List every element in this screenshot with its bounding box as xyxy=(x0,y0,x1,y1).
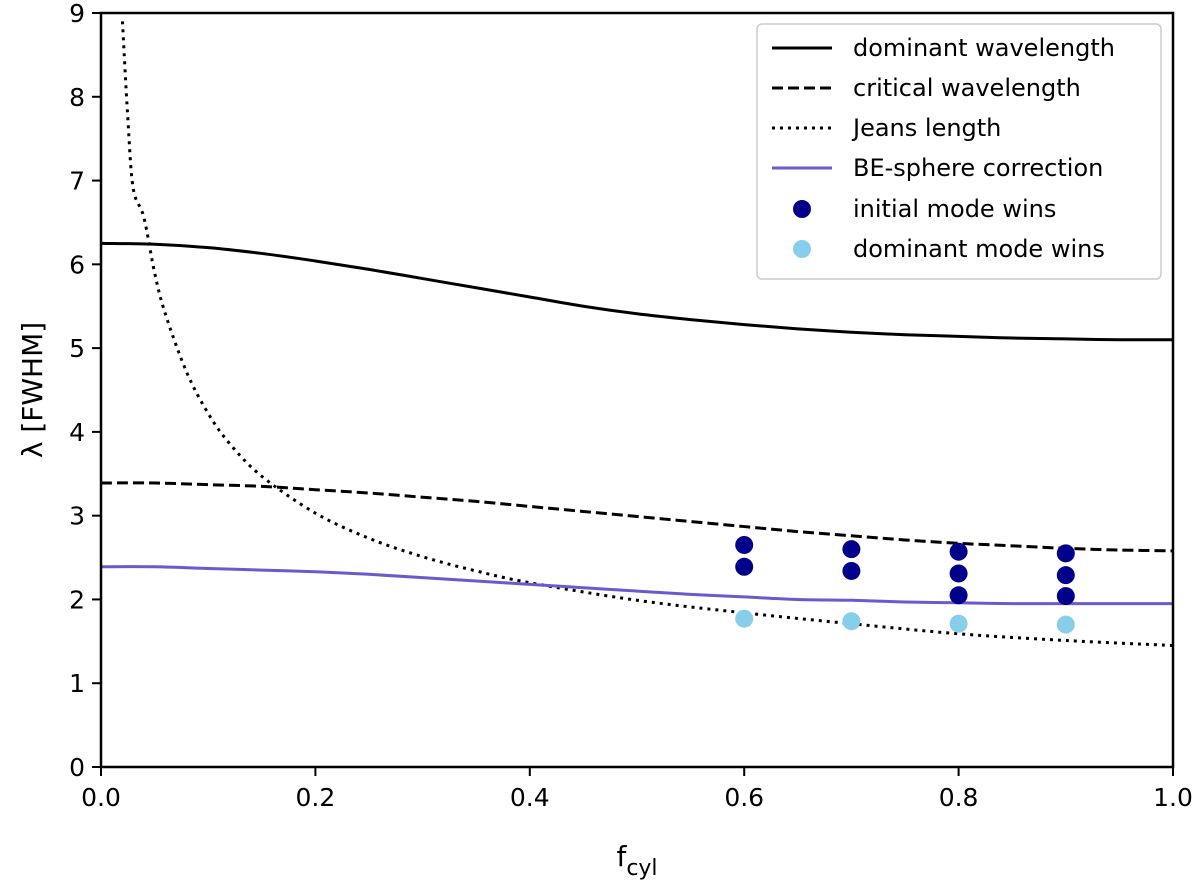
x-axis-ticks: 0.0 0.2 0.4 0.6 0.8 1.0 xyxy=(81,767,1193,812)
series-line-critical-wavelength xyxy=(101,481,1173,553)
legend-marker-dominant-mode-wins xyxy=(793,240,811,258)
x-tick-label: 0.8 xyxy=(939,783,979,812)
scatter-point-initial-mode-wins xyxy=(842,540,861,559)
scatter-point-initial-mode-wins xyxy=(1056,544,1075,563)
scatter-point-initial-mode-wins xyxy=(949,564,968,583)
scatter-point-initial-mode-wins xyxy=(949,542,968,561)
legend-label-dominant-mode-wins: dominant mode wins xyxy=(853,235,1105,263)
scatter-point-initial-mode-wins xyxy=(842,561,861,580)
scatter-point-initial-mode-wins xyxy=(1056,587,1075,606)
legend-marker-initial-mode-wins xyxy=(793,200,811,218)
y-tick-label: 5 xyxy=(69,334,85,363)
x-axis-label-subscript: cyl xyxy=(626,856,657,881)
y-tick-label: 6 xyxy=(69,250,85,279)
x-tick-label: 0.2 xyxy=(296,783,336,812)
scatter-point-initial-mode-wins xyxy=(1056,566,1075,585)
y-tick-label: 1 xyxy=(69,669,85,698)
legend-label-be-sphere-correction: BE-sphere correction xyxy=(853,154,1103,182)
y-tick-label: 8 xyxy=(69,83,85,112)
x-axis-label-main: f xyxy=(616,840,627,873)
y-tick-label: 3 xyxy=(69,502,85,531)
legend: dominant wavelength critical wavelength … xyxy=(756,23,1162,280)
legend-label-jeans-length: Jeans length xyxy=(851,114,1001,142)
x-tick-label: 0.6 xyxy=(724,783,764,812)
legend-box xyxy=(756,23,1162,280)
y-axis-label: λ [FWHM] xyxy=(16,322,49,458)
x-tick-label: 1.0 xyxy=(1153,783,1193,812)
scatter-point-dominant-mode-wins xyxy=(735,609,754,628)
series-layer xyxy=(101,21,1173,648)
legend-label-dominant-wavelength: dominant wavelength xyxy=(853,34,1115,62)
series-line-jeans-length xyxy=(120,21,1173,648)
y-tick-label: 9 xyxy=(69,0,85,28)
scatter-point-dominant-mode-wins xyxy=(842,612,861,631)
scatter-point-initial-mode-wins xyxy=(735,557,754,576)
scatter-point-initial-mode-wins xyxy=(735,535,754,554)
scatter-point-initial-mode-wins xyxy=(949,586,968,605)
y-tick-label: 7 xyxy=(69,167,85,196)
series-line-be-sphere-correction xyxy=(101,565,1173,606)
legend-label-critical-wavelength: critical wavelength xyxy=(853,74,1081,102)
scatter-point-dominant-mode-wins xyxy=(949,614,968,633)
x-axis-label: fcyl xyxy=(616,840,657,881)
y-tick-label: 4 xyxy=(69,418,85,447)
series-line-dominant-wavelength xyxy=(101,241,1173,342)
legend-label-initial-mode-wins: initial mode wins xyxy=(853,195,1056,223)
y-axis-ticks: 0 1 2 3 4 5 6 7 8 9 xyxy=(69,0,101,782)
x-tick-label: 0.4 xyxy=(510,783,550,812)
y-tick-label: 0 xyxy=(69,753,85,782)
scatter-layer xyxy=(735,535,1075,634)
x-tick-label: 0.0 xyxy=(81,783,121,812)
plot-frame xyxy=(99,11,1175,769)
y-tick-label: 2 xyxy=(69,585,85,614)
scatter-point-dominant-mode-wins xyxy=(1056,615,1075,634)
